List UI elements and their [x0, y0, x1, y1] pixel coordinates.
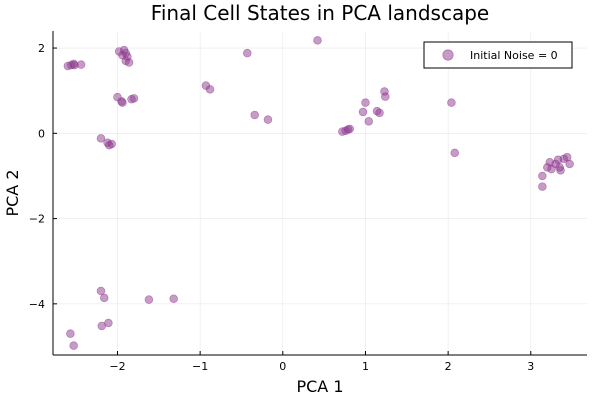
data-point — [118, 98, 127, 107]
data-point — [66, 329, 75, 338]
x-tick-label: 3 — [527, 360, 534, 373]
y-tick-label: 2 — [38, 42, 45, 55]
legend-marker — [442, 49, 454, 61]
data-point — [361, 98, 370, 107]
data-point — [205, 85, 215, 94]
x-tick-label: 0 — [279, 360, 286, 373]
axes — [52, 31, 587, 356]
data-point — [364, 117, 374, 126]
data-point — [345, 124, 355, 134]
y-tick-label: 0 — [38, 127, 45, 140]
grid-lines — [53, 31, 587, 355]
data-point — [538, 182, 547, 191]
data-point — [169, 294, 178, 303]
chart-title: Final Cell States in PCA landscape — [151, 1, 489, 25]
data-point — [100, 293, 109, 303]
data-point — [96, 134, 106, 143]
data-point — [565, 159, 574, 169]
legend-label: Initial Noise = 0 — [470, 49, 558, 62]
data-point — [129, 94, 139, 103]
x-tick-label: 1 — [362, 360, 369, 373]
data-point — [381, 92, 390, 101]
x-tick-label: −2 — [109, 360, 125, 373]
y-axis-title: PCA 2 — [3, 169, 22, 216]
data-point — [313, 36, 322, 45]
data-point — [556, 166, 565, 175]
data-point — [263, 115, 273, 124]
data-point — [96, 286, 106, 296]
data-point — [447, 98, 456, 107]
x-tick-label: −1 — [192, 360, 208, 373]
tick-labels: −2 −1 0 1 2 3 2 0 −2 −4 — [29, 42, 535, 373]
data-point — [107, 139, 116, 149]
data-point — [538, 171, 547, 181]
data-point — [144, 295, 154, 304]
y-tick-label: −4 — [29, 298, 45, 311]
x-tick-label: 2 — [445, 360, 452, 373]
data-point — [104, 318, 113, 328]
data-point — [69, 341, 78, 350]
data-point — [250, 110, 259, 120]
data-point — [375, 108, 384, 118]
data-point — [243, 48, 252, 58]
data-point — [358, 107, 368, 117]
legend[interactable]: Initial Noise = 0 — [423, 41, 573, 69]
data-point — [124, 58, 134, 67]
data-point — [450, 148, 459, 158]
data-point — [76, 60, 86, 69]
y-tick-label: −2 — [29, 213, 45, 226]
data-points — [63, 36, 574, 350]
x-axis-title: PCA 1 — [296, 377, 343, 396]
